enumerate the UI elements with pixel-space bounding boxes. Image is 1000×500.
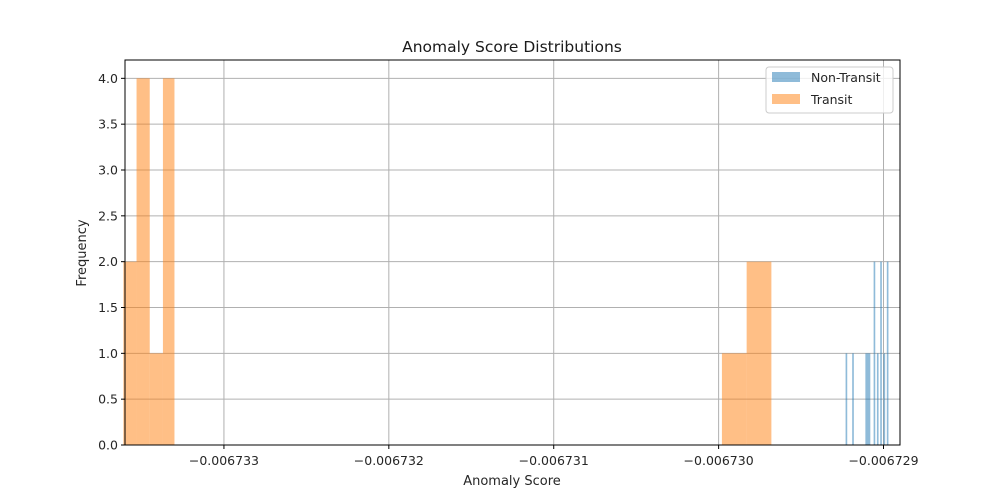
y-tick-label: 1.0 [98,346,118,361]
y-tick-label: 0.5 [98,392,118,407]
y-axis-label: Frequency [75,219,90,286]
histogram-bar [880,261,882,445]
histogram-bar [845,353,848,445]
histogram-bar [852,353,854,445]
legend-label-non-transit: Non-Transit [811,70,881,85]
histogram-bar [883,353,886,445]
histogram-bar [136,78,150,445]
y-tick-label: 2.0 [98,254,118,269]
series-transit [123,78,772,445]
x-tick-label: −0.006733 [189,453,259,468]
x-tick-label: −0.006730 [684,453,754,468]
y-tick-label: 4.0 [98,71,118,86]
x-tick-label: −0.006731 [519,453,589,468]
x-tick-label: −0.006732 [354,453,424,468]
x-axis-label: Anomaly Score [463,474,561,489]
histogram-bar [873,261,876,445]
histogram-bar [876,353,879,445]
y-tick-label: 1.5 [98,300,118,315]
legend-swatch-non-transit [772,72,800,82]
y-tick-label: 3.5 [98,117,118,132]
legend-swatch-transit [772,94,800,104]
histogram-bars [123,78,889,445]
histogram-bar [721,353,747,445]
y-tick-label: 3.0 [98,163,118,178]
histogram-bar [123,261,137,445]
y-axis-ticks: 0.0 0.5 1.0 1.5 2.0 2.5 3.0 3.5 4.0 [98,71,125,453]
y-tick-label: 2.5 [98,208,118,223]
x-tick-label: −0.006729 [848,453,918,468]
series-non-transit [845,261,889,445]
plot-area-frame [124,59,901,446]
histogram-bar [865,353,871,445]
y-tick-label: 0.0 [98,438,118,453]
histogram-bar [149,353,163,445]
histogram-bar [162,78,175,445]
legend-label-transit: Transit [810,92,853,107]
x-axis-ticks: −0.006733 −0.006732 −0.006731 −0.006730 −0.0… [189,445,919,468]
histogram-bar [886,261,889,445]
histogram-bar [746,261,772,445]
legend: Non-Transit Transit [765,66,894,114]
grid-lines [125,60,900,446]
chart-title: Anomaly Score Distributions [402,38,622,56]
